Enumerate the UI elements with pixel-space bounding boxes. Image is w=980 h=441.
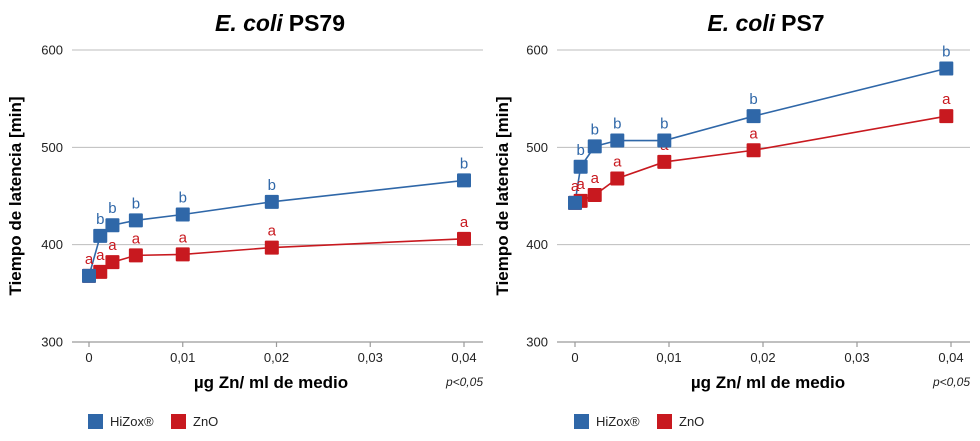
- data-point-hizox: [105, 218, 120, 233]
- data-point-hizox: [457, 173, 471, 188]
- x-tick-label: 0,03: [358, 350, 383, 365]
- chart-title-italic: E. coli: [707, 10, 775, 36]
- significance-letter-zno: a: [942, 91, 951, 108]
- x-tick-label: 0,02: [750, 350, 775, 365]
- chart-panel-ps7: E. coli PS7 Tiempo de latencia [min] µg Z…: [493, 10, 970, 392]
- significance-letter-zno: a: [85, 251, 94, 268]
- significance-letter-hizox: b: [660, 116, 668, 133]
- significance-letter-zno: a: [96, 247, 105, 264]
- y-tick-label: 400: [41, 237, 63, 252]
- y-tick-label: 600: [526, 43, 548, 58]
- chart-title-rest: PS79: [289, 10, 345, 36]
- data-point-zno: [457, 231, 471, 246]
- data-point-zno: [939, 109, 954, 124]
- significance-letter-hizox: b: [132, 195, 140, 212]
- significance-letter-zno: a: [571, 178, 580, 195]
- significance-letter-zno: a: [576, 176, 585, 193]
- data-point-zno: [610, 171, 625, 186]
- x-tick-label: 0,04: [451, 350, 476, 365]
- y-tick-label: 500: [526, 140, 548, 155]
- data-point-zno: [93, 264, 108, 279]
- data-point-zno: [657, 154, 672, 169]
- x-tick-label: 0,02: [264, 350, 289, 365]
- significance-letter-zno: a: [591, 170, 600, 187]
- x-axis-label: µg Zn/ ml de medio: [194, 373, 348, 392]
- legend-swatch-hizox: [88, 414, 103, 429]
- data-point-hizox: [610, 133, 625, 148]
- series-line-hizox: [574, 67, 947, 203]
- data-point-zno: [264, 240, 279, 255]
- data-point-hizox: [128, 213, 143, 228]
- data-point-hizox: [82, 268, 96, 283]
- significance-letter-zno: a: [460, 214, 469, 231]
- data-point-zno: [746, 143, 761, 158]
- data-point-hizox: [939, 61, 954, 76]
- data-point-hizox: [746, 109, 761, 124]
- chart-title: E. coli PS79: [215, 10, 345, 36]
- significance-letter-hizox: b: [576, 142, 584, 159]
- significance-letter-hizox: b: [96, 211, 104, 228]
- significance-note: p<0,05: [932, 375, 970, 389]
- x-tick-label: 0,03: [844, 350, 869, 365]
- y-tick-label: 400: [526, 237, 548, 252]
- legend-label-zno: ZnO: [193, 414, 218, 429]
- significance-letter-hizox: b: [613, 116, 621, 133]
- legend-right: HiZox® ZnO: [574, 414, 704, 429]
- data-point-zno: [175, 247, 190, 262]
- data-point-zno: [105, 255, 120, 270]
- y-tick-label: 300: [41, 335, 63, 350]
- y-axis-label: Tiempo de latencia [min]: [6, 96, 25, 295]
- chart-title: E. coli PS7: [707, 10, 824, 36]
- data-point-hizox: [264, 194, 279, 209]
- data-point-hizox: [93, 228, 108, 243]
- significance-letter-hizox: b: [179, 189, 187, 206]
- x-tick-label: 0: [571, 350, 578, 365]
- chart-title-rest: PS7: [781, 10, 824, 36]
- y-tick-label: 600: [41, 43, 63, 58]
- legend-label-zno: ZnO: [679, 414, 704, 429]
- significance-letter-hizox: b: [749, 91, 757, 108]
- x-tick-label: 0: [85, 350, 92, 365]
- significance-letter-zno: a: [749, 125, 758, 142]
- legend-swatch-zno: [657, 414, 672, 429]
- series-line-zno: [574, 115, 947, 204]
- data-point-hizox: [175, 207, 190, 222]
- significance-letter-zno: a: [179, 229, 188, 246]
- legend-swatch-zno: [171, 414, 186, 429]
- data-point-hizox: [587, 139, 602, 154]
- legend-swatch-hizox: [574, 414, 589, 429]
- data-point-zno: [128, 248, 143, 263]
- legend-left: HiZox® ZnO: [88, 414, 218, 429]
- data-point-hizox: [657, 133, 672, 148]
- significance-letter-zno: a: [108, 237, 117, 254]
- significance-letter-zno: a: [268, 223, 277, 240]
- x-tick-label: 0,01: [656, 350, 681, 365]
- legend-label-hizox: HiZox®: [596, 414, 640, 429]
- significance-letter-zno: a: [132, 230, 141, 247]
- significance-note: p<0,05: [445, 375, 483, 389]
- chart-title-italic: E. coli: [215, 10, 283, 36]
- significance-letter-hizox: b: [460, 155, 468, 172]
- x-tick-label: 0,01: [170, 350, 195, 365]
- significance-letter-hizox: b: [268, 177, 276, 194]
- chart-panel-ps79: E. coli PS79 Tiempo de latencia [min] µg …: [6, 10, 483, 392]
- significance-letter-hizox: b: [942, 43, 950, 60]
- x-axis-label: µg Zn/ ml de medio: [691, 373, 845, 392]
- significance-letter-hizox: b: [591, 121, 599, 138]
- y-axis-label: Tiempo de latencia [min]: [493, 96, 512, 295]
- series-line-hizox: [88, 179, 465, 277]
- y-tick-label: 300: [526, 335, 548, 350]
- data-point-zno: [587, 188, 602, 203]
- significance-letter-hizox: b: [108, 200, 116, 217]
- data-point-hizox: [568, 195, 582, 210]
- data-point-hizox: [573, 159, 588, 174]
- plot-area: 30040050060000,010,020,030,04aaaaaaabbbb…: [526, 43, 970, 365]
- legend-label-hizox: HiZox®: [110, 414, 154, 429]
- significance-letter-zno: a: [613, 153, 622, 170]
- y-tick-label: 500: [41, 140, 63, 155]
- x-tick-label: 0,04: [938, 350, 963, 365]
